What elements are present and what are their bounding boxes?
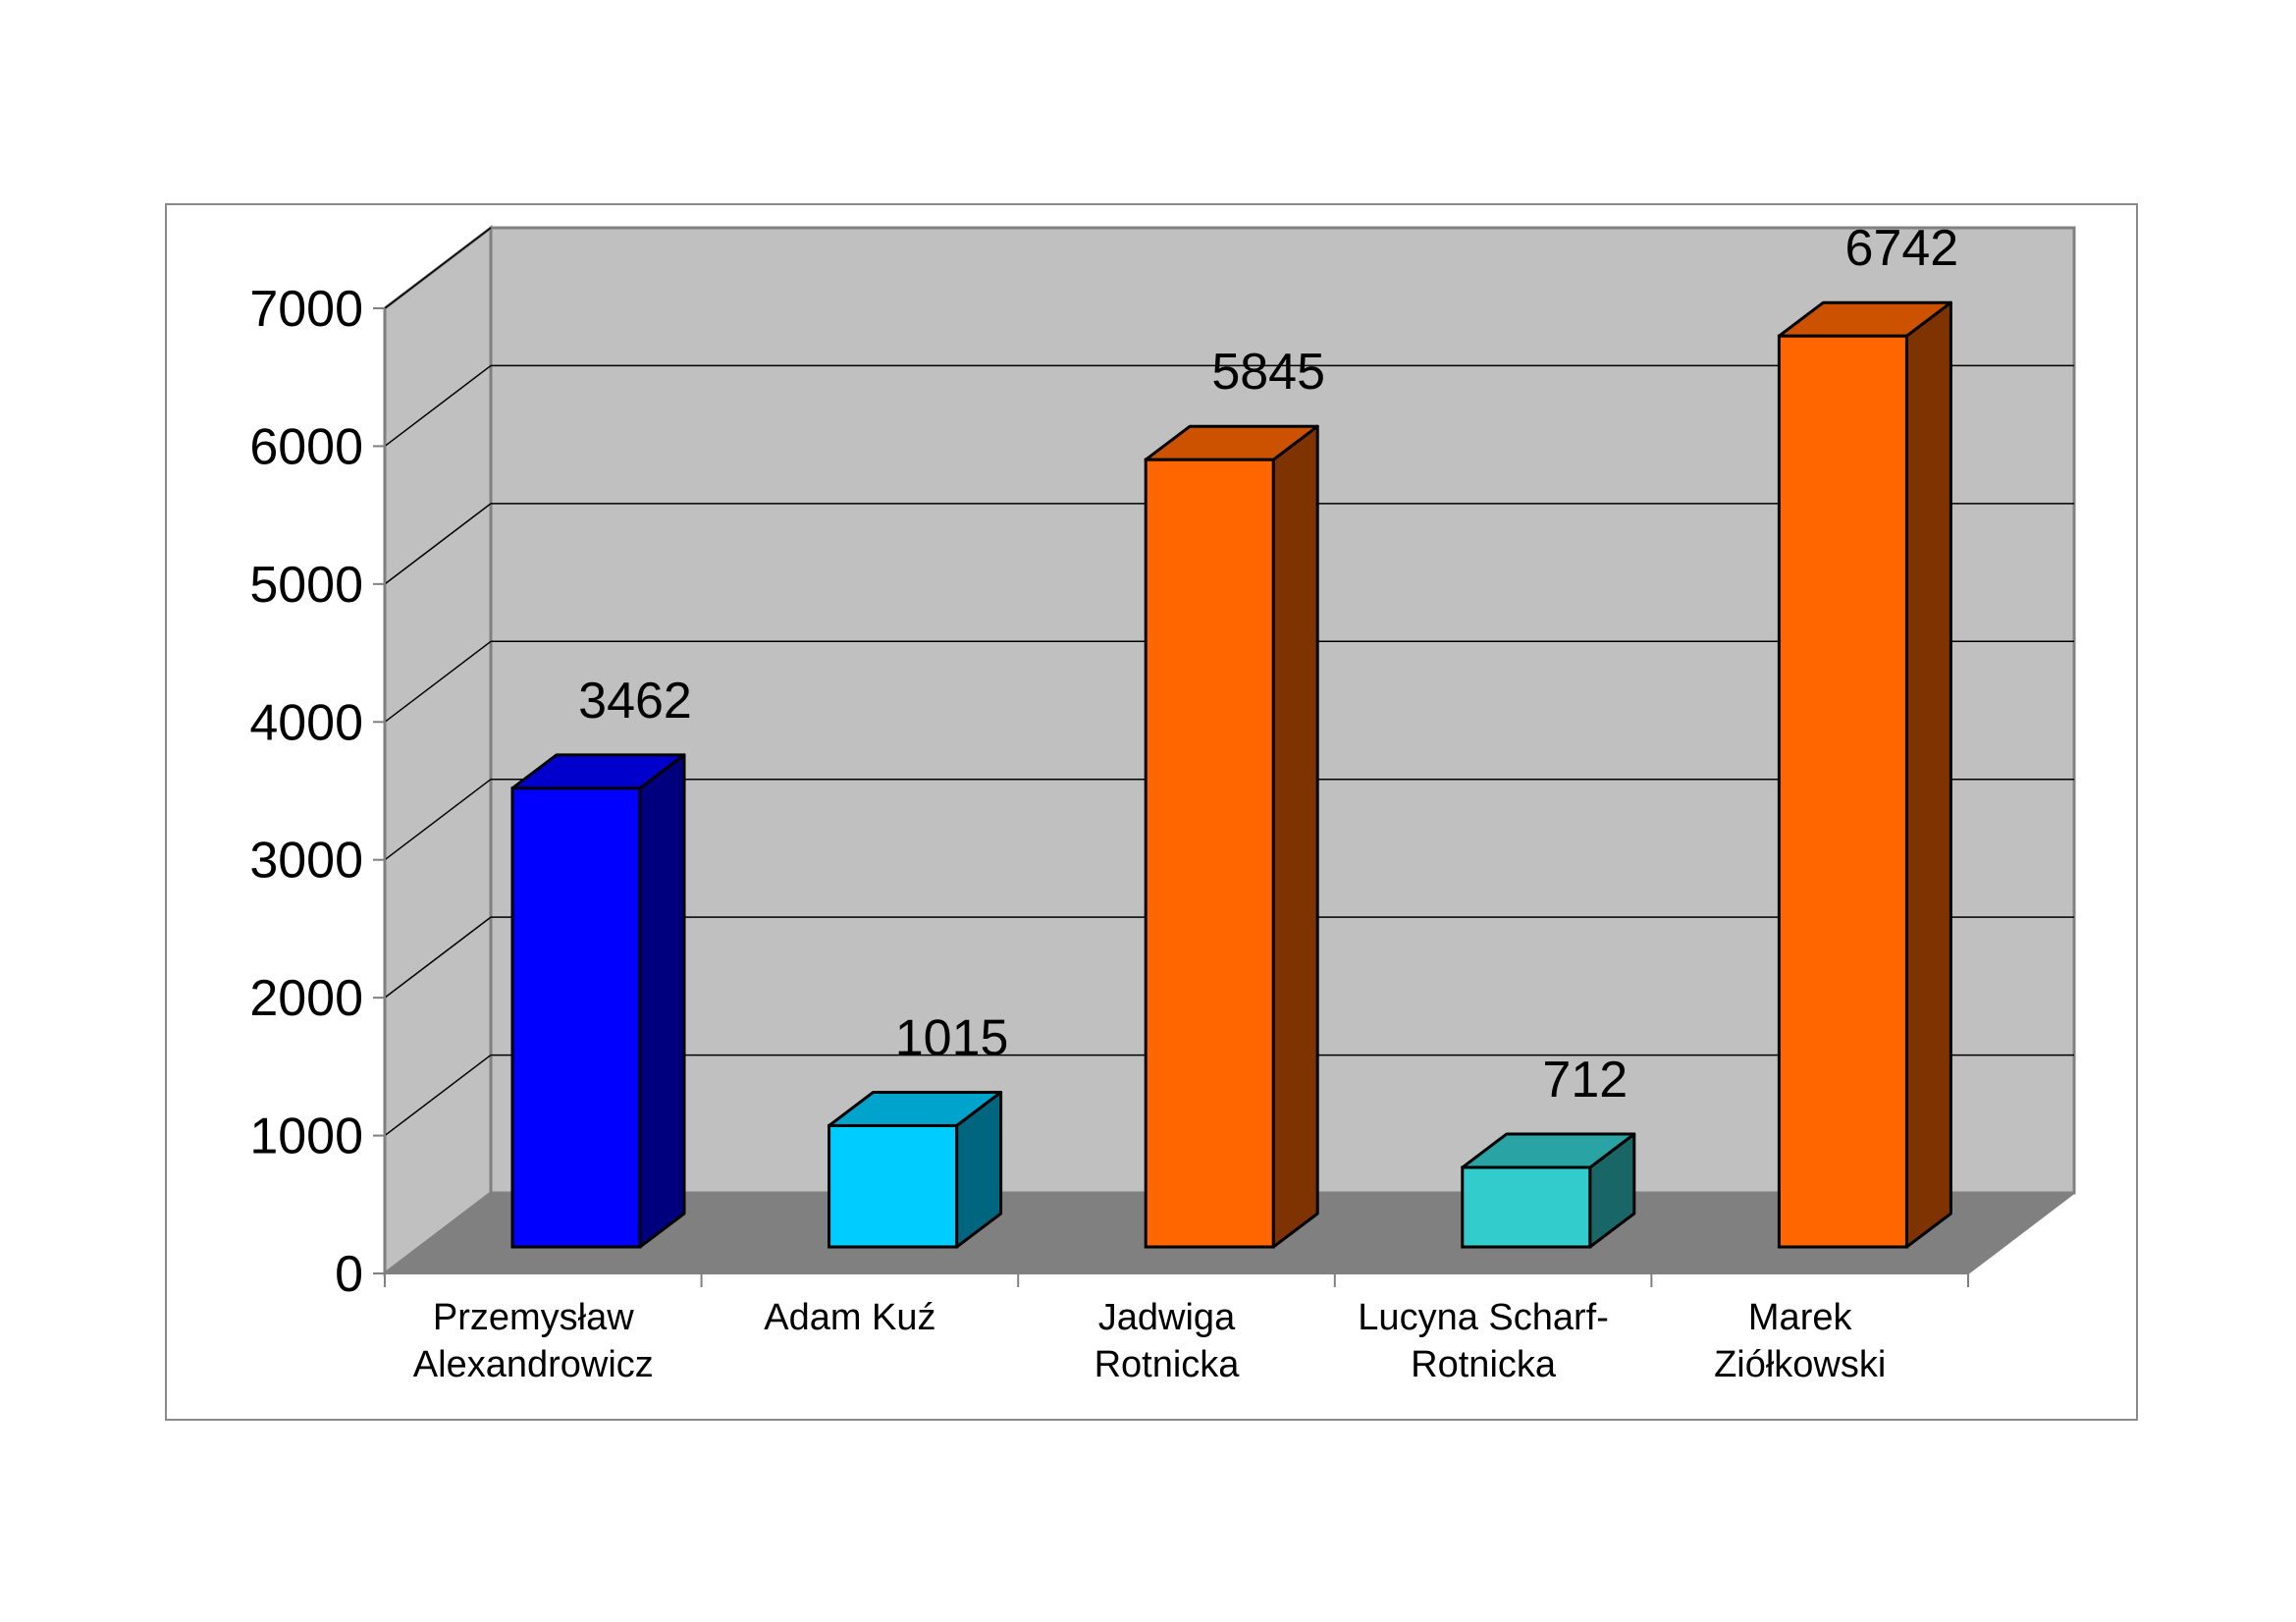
bar-side [1904,300,1952,1249]
data-label: 712 [1542,1052,1628,1108]
labels: 3462 Przemysław Alexandrowicz 1015 Adam Kuź 5… [413,220,1958,1385]
bar-front [1461,1165,1592,1249]
y-tick-label: 4000 [249,694,363,751]
category-label: Adam Kuź [764,1297,935,1338]
bar [1144,424,1319,1249]
category-label: Lucyna Scharf- Rotnicka [1358,1297,1609,1385]
axes: 0 1000 2000 3000 4000 5000 6000 7000 [249,281,2075,1303]
category-label: Przemysław Alexandrowicz [413,1297,654,1385]
category-label-line: Jadwiga [1098,1297,1236,1338]
bar-side [1271,424,1319,1249]
gridline-side [384,916,492,999]
category-label-line: Rotnicka [1411,1344,1557,1385]
category-label-line: Adam Kuź [764,1297,935,1338]
category-label: Jadwiga Rotnicka [1095,1297,1241,1385]
data-label: 6742 [1845,220,1959,277]
y-tick-label: 3000 [249,833,363,890]
category-label-line: Alexandrowicz [413,1344,654,1385]
gridline-side [384,364,492,448]
data-label: 5845 [1211,344,1325,401]
floor-edge [1967,1192,2075,1274]
y-tick-label: 6000 [249,418,363,475]
gridline-side [384,779,492,861]
y-tick-label: 5000 [249,557,363,614]
data-label: 3462 [578,673,692,730]
y-tick-label: 1000 [249,1108,363,1165]
bar [510,753,686,1249]
y-tick-label: 2000 [249,970,363,1027]
gridline-side [384,503,492,585]
bar-front [510,786,642,1249]
gridline-side [384,640,492,723]
category-label-line: Marek [1748,1297,1853,1338]
bar-side [638,753,686,1249]
bar-front [828,1123,959,1249]
bar [828,1090,1003,1249]
bars [510,300,1952,1249]
category-label-line: Rotnicka [1095,1344,1241,1385]
bar-front [1144,458,1275,1249]
category-label-line: Przemysław [433,1297,634,1338]
y-tick-label: 7000 [249,281,363,338]
y-tick-label: 0 [335,1246,363,1303]
category-label: Marek Ziółkowski [1714,1297,1886,1385]
gridline-side [384,1054,492,1137]
data-label: 1015 [895,1009,1009,1066]
side-wall [383,224,493,1277]
gridline-side [384,227,492,309]
bar-front [1777,334,1908,1249]
bar [1461,1132,1636,1249]
category-label-line: Ziółkowski [1714,1344,1886,1385]
bar [1777,300,1952,1249]
category-label-line: Lucyna Scharf- [1358,1297,1609,1338]
